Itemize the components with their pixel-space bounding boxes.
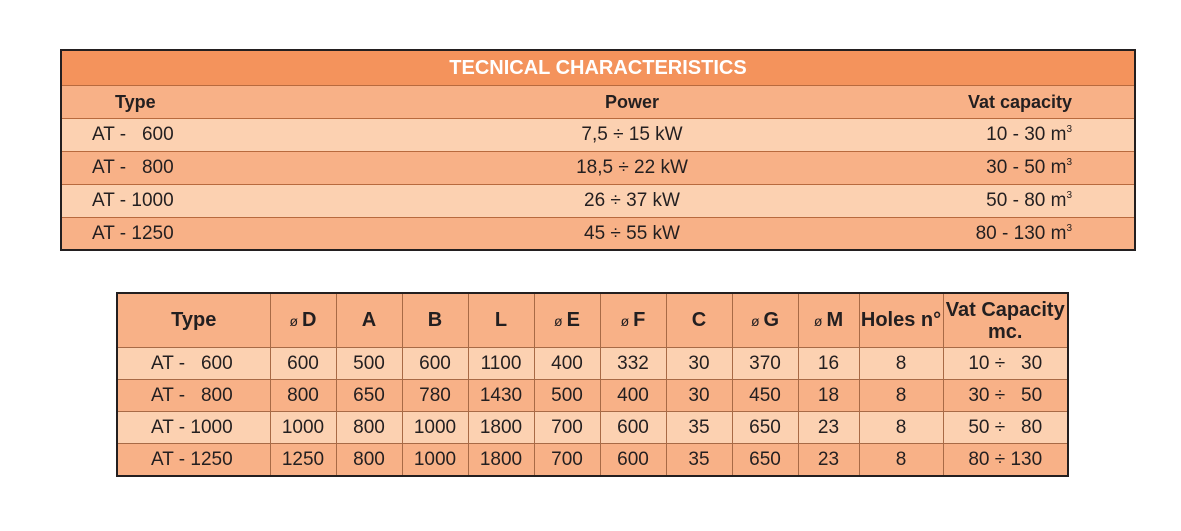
cell-f: 400 — [599, 379, 667, 412]
table-row: AT - 1000 26 ÷ 37 kW 50 - 80 m3 — [62, 185, 1134, 218]
cell-m: 16 — [797, 347, 860, 380]
header-l: L — [467, 292, 535, 348]
cell-type: AT - 800 — [92, 157, 174, 178]
header-type: Type — [115, 92, 156, 112]
cell-m: 23 — [797, 411, 860, 444]
cell-c: 35 — [665, 411, 733, 444]
table-row: AT - 1000 1000 800 1000 1800 700 600 35 … — [116, 411, 1069, 444]
cell-vat: 80 ÷ 130 — [942, 443, 1069, 477]
cell-type: AT - 600 — [92, 124, 174, 145]
cell-m: 23 — [797, 443, 860, 477]
header-vat-capacity: Vat Capacity mc. — [942, 292, 1069, 348]
table-row: AT - 1250 45 ÷ 55 kW 80 - 130 m3 — [62, 218, 1134, 249]
table-header-row: Type Power Vat capacity — [62, 86, 1134, 119]
cell-a: 650 — [335, 379, 403, 412]
table-row: AT - 600 7,5 ÷ 15 kW 10 - 30 m3 — [62, 119, 1134, 152]
header-b: B — [401, 292, 469, 348]
cell-vat: 10 - 30 m3 — [986, 124, 1072, 145]
cell-power: 7,5 ÷ 15 kW — [581, 124, 683, 145]
cell-type: AT - 800 — [116, 379, 271, 412]
cell-vat: 50 ÷ 80 — [942, 411, 1069, 444]
cell-m: 18 — [797, 379, 860, 412]
cell-vat: 30 - 50 m3 — [986, 157, 1072, 178]
cell-g: 650 — [731, 443, 799, 477]
cell-g: 370 — [731, 347, 799, 380]
cell-l: 1100 — [467, 347, 535, 380]
cell-c: 30 — [665, 347, 733, 380]
technical-characteristics-table: TECNICAL CHARACTERISTICS Type Power Vat … — [60, 49, 1136, 251]
cell-type: AT - 1250 — [92, 223, 174, 244]
cell-b: 1000 — [401, 443, 469, 477]
cell-type: AT - 1250 — [116, 443, 271, 477]
cell-f: 600 — [599, 443, 667, 477]
cell-vat: 80 - 130 m3 — [975, 223, 1072, 244]
cell-e: 700 — [533, 411, 601, 444]
cell-c: 30 — [665, 379, 733, 412]
cell-e: 400 — [533, 347, 601, 380]
cell-power: 45 ÷ 55 kW — [584, 223, 680, 244]
cell-vat: 50 - 80 m3 — [986, 190, 1072, 211]
cell-l: 1800 — [467, 411, 535, 444]
cell-l: 1430 — [467, 379, 535, 412]
cell-type: AT - 1000 — [116, 411, 271, 444]
header-type: Type — [116, 292, 271, 348]
cell-g: 650 — [731, 411, 799, 444]
header-c: C — [665, 292, 733, 348]
table-row: AT - 600 600 500 600 1100 400 332 30 370… — [116, 347, 1069, 380]
table-row: AT - 800 18,5 ÷ 22 kW 30 - 50 m3 — [62, 152, 1134, 185]
cell-d: 800 — [269, 379, 337, 412]
cell-b: 600 — [401, 347, 469, 380]
cell-f: 332 — [599, 347, 667, 380]
header-vat-capacity: Vat capacity — [967, 92, 1072, 112]
cell-vat: 30 ÷ 50 — [942, 379, 1069, 412]
cell-holes: 8 — [858, 379, 944, 412]
table-title: TECNICAL CHARACTERISTICS — [62, 51, 1134, 86]
cell-power: 18,5 ÷ 22 kW — [576, 157, 688, 178]
diameter-symbol: ø — [750, 313, 760, 329]
header-holes: Holes n° — [858, 292, 944, 348]
diameter-symbol: ø — [813, 313, 823, 329]
cell-c: 35 — [665, 443, 733, 477]
cell-b: 780 — [401, 379, 469, 412]
cell-d: 1000 — [269, 411, 337, 444]
table-row: AT - 1250 1250 800 1000 1800 700 600 35 … — [116, 443, 1069, 477]
cell-l: 1800 — [467, 443, 535, 477]
cell-type: AT - 1000 — [92, 190, 174, 211]
cell-holes: 8 — [858, 411, 944, 444]
diameter-symbol: ø — [620, 313, 630, 329]
diameter-symbol: ø — [554, 313, 563, 329]
cell-e: 500 — [533, 379, 601, 412]
cell-d: 600 — [269, 347, 337, 380]
cell-d: 1250 — [269, 443, 337, 477]
cell-type: AT - 600 — [116, 347, 271, 380]
header-power: Power — [604, 92, 660, 112]
diameter-symbol: ø — [289, 313, 299, 329]
cell-b: 1000 — [401, 411, 469, 444]
cell-e: 700 — [533, 443, 601, 477]
cell-holes: 8 — [858, 347, 944, 380]
table-row: AT - 800 800 650 780 1430 500 400 30 450… — [116, 379, 1069, 412]
cell-a: 800 — [335, 443, 403, 477]
cell-a: 500 — [335, 347, 403, 380]
cell-g: 450 — [731, 379, 799, 412]
cell-holes: 8 — [858, 443, 944, 477]
header-a: A — [335, 292, 403, 348]
cell-power: 26 ÷ 37 kW — [584, 190, 680, 211]
cell-a: 800 — [335, 411, 403, 444]
cell-vat: 10 ÷ 30 — [942, 347, 1069, 380]
cell-f: 600 — [599, 411, 667, 444]
